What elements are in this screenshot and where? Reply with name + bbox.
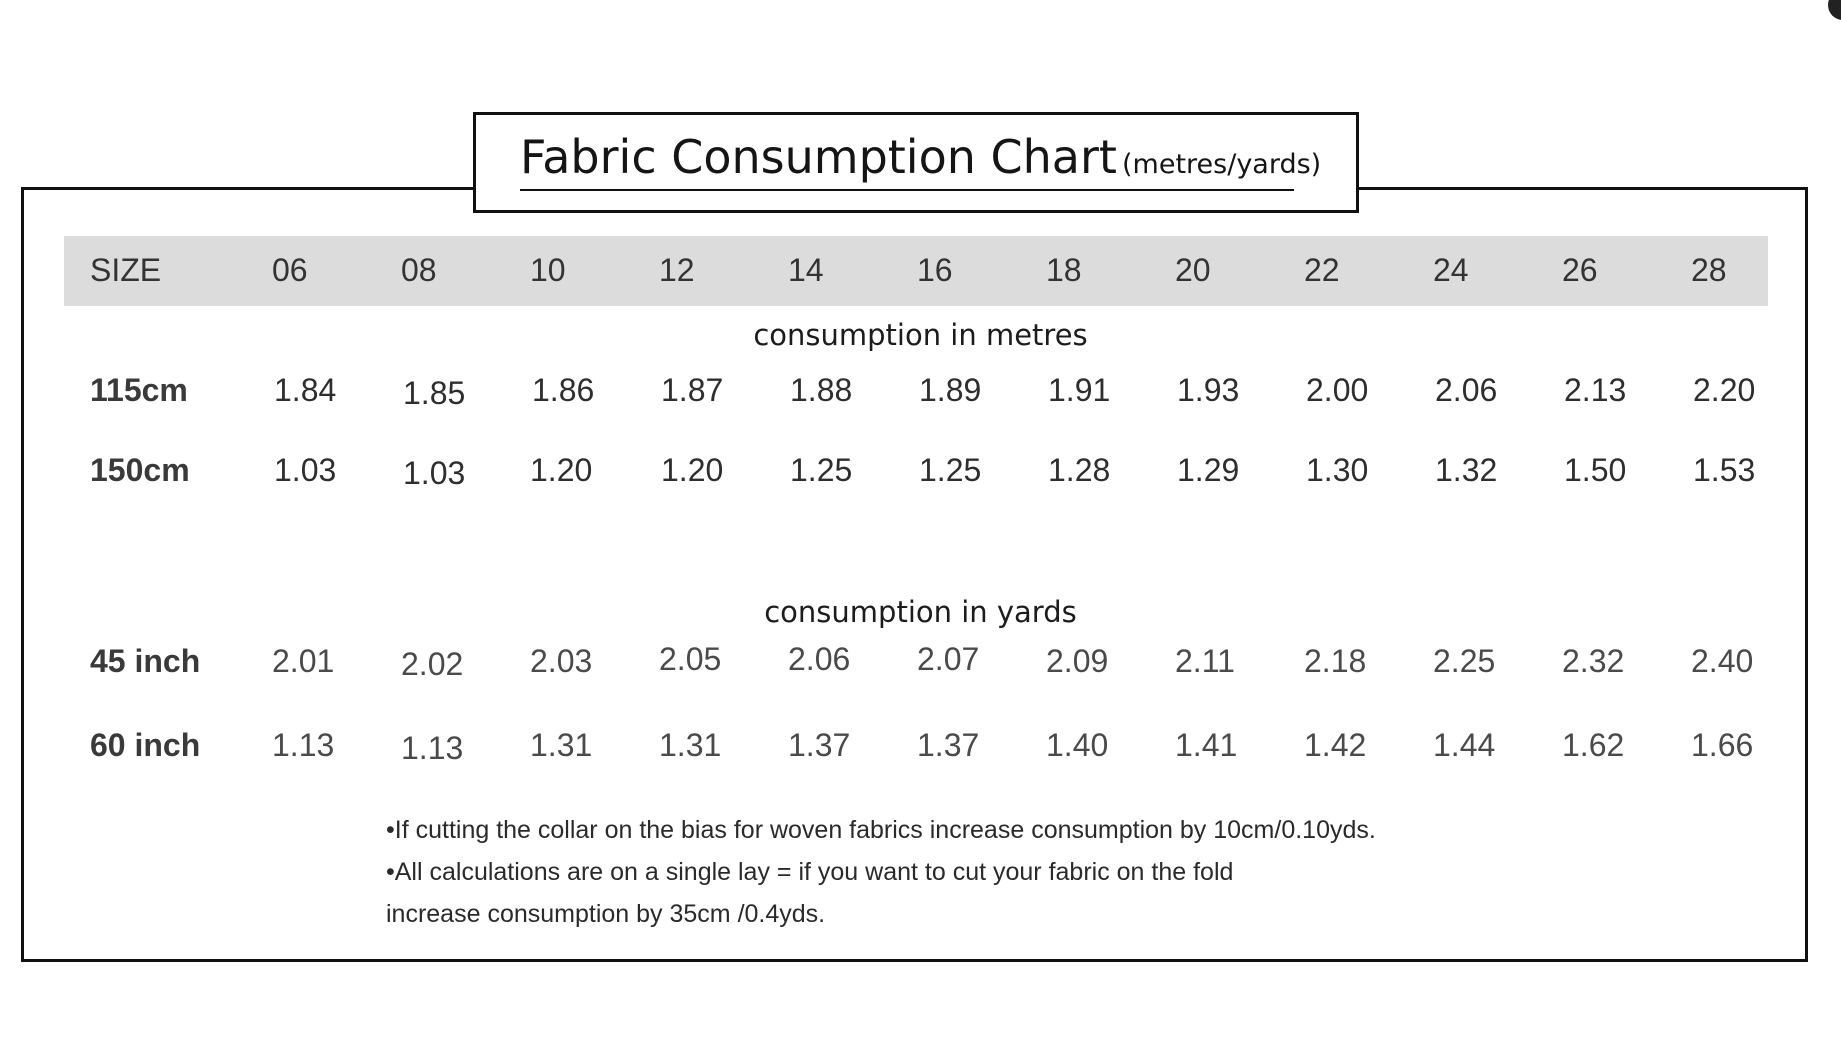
table-cell: 2.00: [1306, 372, 1369, 408]
table-cell: 2.18: [1304, 643, 1367, 679]
table-cell: 1.53: [1693, 452, 1756, 488]
table-cell: 2.06: [788, 641, 851, 677]
row-label-115cm: 115cm: [90, 372, 188, 408]
table-cell: 2.05: [659, 641, 722, 677]
table-cell: 2.40: [1691, 643, 1754, 679]
note-fold-increase: increase consumption by 35cm /0.4yds.: [386, 900, 826, 928]
size-header: 24: [1433, 252, 1469, 288]
size-header-label: SIZE: [90, 252, 162, 288]
size-header-row: [64, 236, 1768, 306]
table-cell: 2.01: [272, 643, 335, 679]
table-cell: 1.50: [1564, 452, 1627, 488]
yards-section-label: consumption in yards: [764, 595, 1077, 629]
table-cell: 1.86: [532, 372, 595, 408]
size-header: 10: [530, 252, 566, 288]
size-header: 16: [917, 252, 953, 288]
table-cell: 2.06: [1435, 372, 1498, 408]
table-cell: 2.03: [530, 643, 593, 679]
table-cell: 1.41: [1175, 727, 1238, 763]
title-units: (metres/yards): [1122, 149, 1322, 180]
size-header: 22: [1304, 252, 1340, 288]
table-cell: 1.20: [661, 452, 724, 488]
table-cell: 1.37: [788, 727, 851, 763]
size-header: 08: [401, 252, 437, 288]
table-cell: 1.25: [919, 452, 982, 488]
table-cell: 1.89: [919, 372, 982, 408]
size-header: 12: [659, 252, 695, 288]
size-header: 20: [1175, 252, 1211, 288]
table-cell: 1.20: [530, 452, 593, 488]
table-cell: 1.42: [1304, 727, 1367, 763]
table-cell: 2.07: [917, 641, 980, 677]
table-cell: 2.20: [1693, 372, 1756, 408]
table-cell: 1.32: [1435, 452, 1498, 488]
table-cell: 1.40: [1046, 727, 1109, 763]
table-cell: 1.66: [1691, 727, 1754, 763]
table-cell: 1.84: [274, 372, 337, 408]
size-header: 18: [1046, 252, 1082, 288]
table-cell: 1.44: [1433, 727, 1496, 763]
table-cell: 1.31: [659, 727, 722, 763]
table-cell: 1.31: [530, 727, 593, 763]
size-header: 14: [788, 252, 824, 288]
table-cell: 2.11: [1175, 643, 1235, 679]
table-cell: 2.32: [1562, 643, 1625, 679]
corner-decoration: [1828, 0, 1841, 20]
table-cell: 1.13: [401, 730, 464, 766]
table-cell: 1.29: [1177, 452, 1240, 488]
title-box: Fabric Consumption Chart (metres/yards): [473, 112, 1359, 213]
table-cell: 1.91: [1048, 372, 1111, 408]
table-cell: 1.13: [272, 727, 335, 763]
table-cell: 1.30: [1306, 452, 1369, 488]
size-header: 06: [272, 252, 308, 288]
row-label-45-inch: 45 inch: [90, 643, 201, 679]
note-single-lay: •All calculations are on a single lay = …: [386, 858, 1234, 886]
note-bias-collar: •If cutting the collar on the bias for w…: [386, 816, 1376, 844]
table-cell: 1.25: [790, 452, 853, 488]
table-cell: 1.85: [403, 375, 466, 411]
table-cell: 1.87: [661, 372, 724, 408]
size-header: 28: [1691, 252, 1727, 288]
table-cell: 2.02: [401, 646, 464, 682]
table-cell: 1.93: [1177, 372, 1240, 408]
table-cell: 2.25: [1433, 643, 1496, 679]
table-cell: 1.37: [917, 727, 980, 763]
table-cell: 1.03: [274, 452, 337, 488]
table-cell: 1.28: [1048, 452, 1111, 488]
metres-section-label: consumption in metres: [753, 318, 1088, 352]
table-cell: 1.03: [403, 455, 466, 491]
page-title: Fabric Consumption Chart (metres/yards): [520, 129, 1321, 191]
table-cell: 2.13: [1564, 372, 1627, 408]
size-header: 26: [1562, 252, 1598, 288]
title-main: Fabric Consumption Chart: [520, 130, 1117, 184]
table-cell: 1.62: [1562, 727, 1625, 763]
row-label-60-inch: 60 inch: [90, 727, 201, 763]
row-label-150cm: 150cm: [90, 452, 190, 488]
table-cell: 2.09: [1046, 643, 1109, 679]
table-cell: 1.88: [790, 372, 853, 408]
